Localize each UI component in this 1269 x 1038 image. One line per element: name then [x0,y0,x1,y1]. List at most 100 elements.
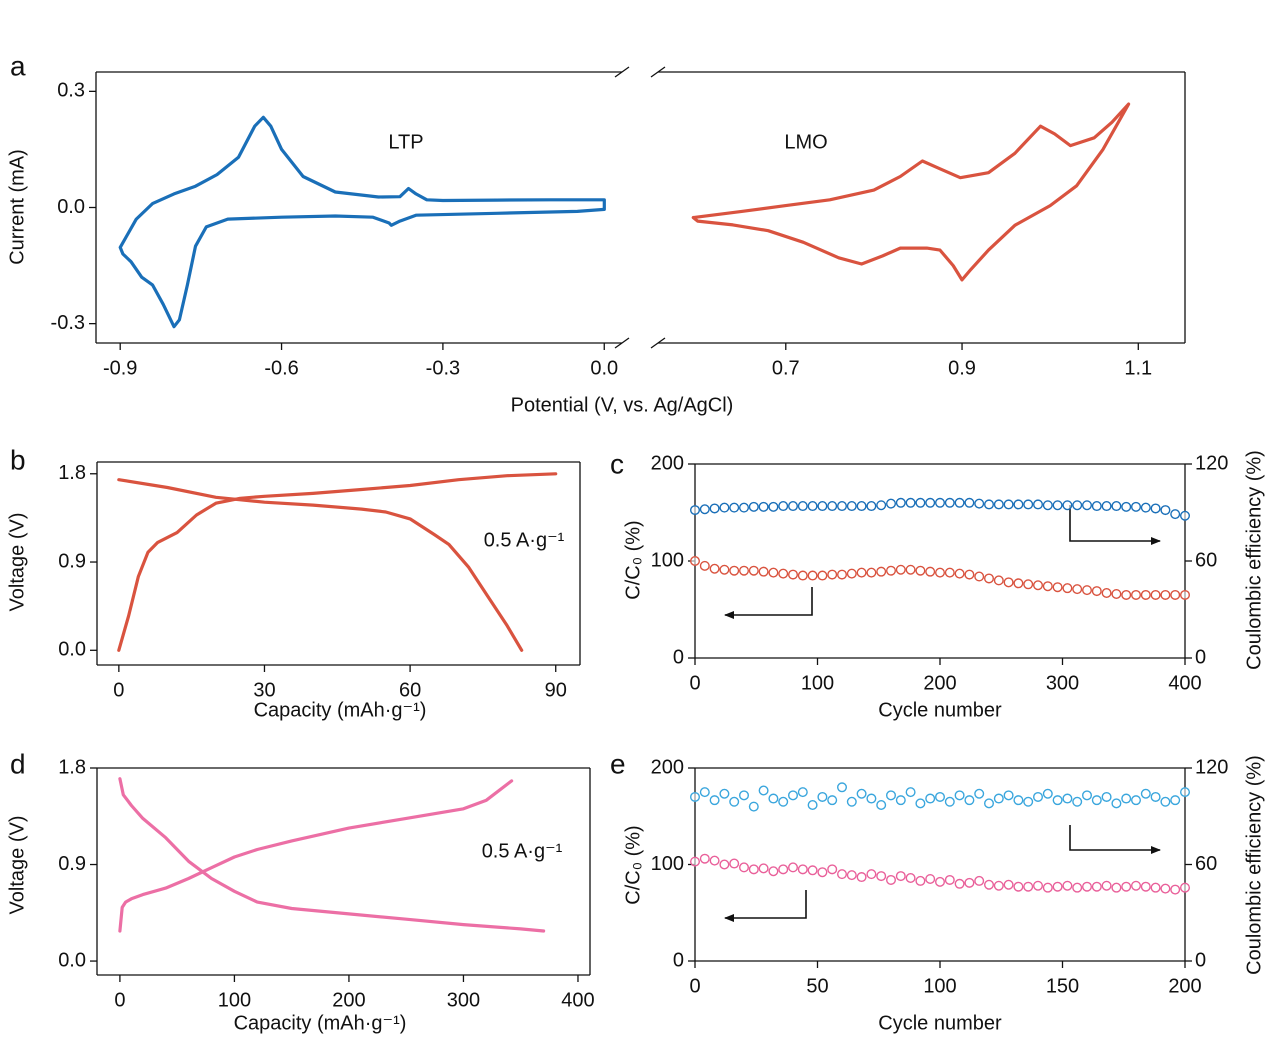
y2-tick-label: 60 [1195,853,1217,875]
data-point [739,862,750,873]
data-point [807,501,818,512]
data-curve [117,478,524,652]
x-tick-label: 60 [399,679,421,701]
data-point [1170,589,1181,600]
data-point [1150,503,1161,514]
data-point [690,856,701,867]
y2-tick-label: 120 [1195,756,1228,778]
x-tick-label: 300 [447,989,480,1011]
data-point [935,497,946,508]
data-point [699,504,710,515]
x-axis-title: Cycle number [878,699,1002,721]
data-point [964,569,975,580]
data-point [944,796,955,807]
x-tick-label: 0 [689,672,700,694]
data-point [1160,883,1171,894]
data-point [690,791,701,802]
data-point [729,858,740,869]
data-point [886,565,897,576]
data-point [866,501,877,512]
data-point [1170,509,1181,520]
y-axis-title: C/C₀ (%) [622,825,644,904]
data-point [778,796,789,807]
data-point [817,867,828,878]
x-tick-label: 0 [689,975,700,997]
y-tick-label: 200 [651,452,684,474]
data-point [719,564,730,575]
y-axis-title: Voltage (V) [6,513,28,612]
data-point [1062,880,1073,891]
data-point [954,878,965,889]
data-point [1160,589,1171,600]
data-point [895,564,906,575]
data-point [935,876,946,887]
data-point [837,869,848,880]
y2-tick-label: 0 [1195,646,1206,668]
data-point [1111,501,1122,512]
data-point [984,879,995,890]
data-point [1052,795,1063,806]
data-point [1121,881,1132,892]
data-point [944,874,955,885]
data-point [699,853,710,864]
data-point [984,573,995,584]
data-point [748,501,759,512]
y-tick-label: 100 [651,549,684,571]
data-point [1101,588,1112,599]
data-point [729,502,740,513]
data-point [1179,589,1190,600]
data-point [827,795,838,806]
data-point [1032,580,1043,591]
data-point [974,498,985,509]
data-point [1072,584,1083,595]
data-point [1023,881,1034,892]
data-point [807,865,818,876]
data-point [1003,499,1014,510]
data-point [1003,790,1014,801]
data-point [758,785,769,796]
x-tick-label: 300 [1046,672,1079,694]
data-point [846,796,857,807]
data-point [768,866,779,877]
data-point [846,870,857,881]
data-point [993,575,1004,586]
y2-tick-label: 60 [1195,549,1217,571]
x-axis-title: Capacity (mAh·g⁻¹) [254,699,427,721]
data-point [709,855,720,866]
x-tick-label: 200 [332,989,365,1011]
data-point [944,497,955,508]
data-point [915,875,926,886]
y-tick-label: 0 [673,949,684,971]
data-point [1013,499,1024,510]
y-tick-label: 1.8 [58,462,86,484]
panel-label: a [10,50,26,81]
y2-axis-title: Coulombic efficiency (%) [1243,755,1265,975]
data-point [846,501,857,512]
data-point [905,497,916,508]
axis-break [650,66,666,78]
data-point [1032,880,1043,891]
data-point [739,790,750,801]
data-point [905,564,916,575]
data-point [964,795,975,806]
data-point [1101,791,1112,802]
data-point [709,563,720,574]
x-tick-label: 150 [1046,975,1079,997]
data-point [1160,796,1171,807]
x-tick-label: 0.7 [772,357,800,379]
data-point [1013,578,1024,589]
data-point [817,501,828,512]
x-tick-label: 50 [806,975,828,997]
data-point [1042,500,1053,511]
data-point [807,570,818,581]
data-point [1072,500,1083,511]
x-tick-label: 90 [545,679,567,701]
data-point [768,793,779,804]
x-axis-title: Cycle number [878,1012,1002,1034]
data-point [817,570,828,581]
data-point [1130,880,1141,891]
data-point [719,859,730,870]
data-point [974,875,985,886]
y-tick-label: 0.0 [58,639,86,661]
data-point [935,791,946,802]
